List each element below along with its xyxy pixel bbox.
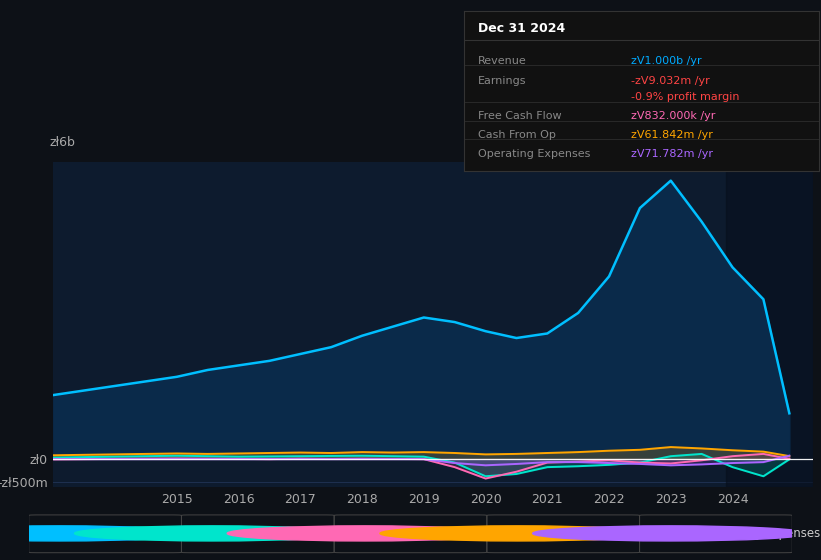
Text: zᐯ1.000b /yr: zᐯ1.000b /yr xyxy=(631,56,701,66)
Text: zᐯ832.000k /yr: zᐯ832.000k /yr xyxy=(631,111,715,121)
Circle shape xyxy=(75,526,350,541)
Text: zł6b: zł6b xyxy=(49,137,76,150)
Text: -0.9% profit margin: -0.9% profit margin xyxy=(631,92,739,102)
Text: zᐯ71.782m /yr: zᐯ71.782m /yr xyxy=(631,150,713,159)
Circle shape xyxy=(380,526,655,541)
Text: Operating Expenses: Operating Expenses xyxy=(700,527,820,540)
Bar xyxy=(727,162,813,487)
Text: Dec 31 2024: Dec 31 2024 xyxy=(478,22,566,35)
Text: Free Cash Flow: Free Cash Flow xyxy=(478,111,562,121)
Circle shape xyxy=(533,526,808,541)
Text: Operating Expenses: Operating Expenses xyxy=(478,150,590,159)
Text: Revenue: Revenue xyxy=(478,56,527,66)
Text: Cash From Op: Cash From Op xyxy=(548,527,631,540)
Text: Earnings: Earnings xyxy=(242,527,294,540)
Text: zᐯ61.842m /yr: zᐯ61.842m /yr xyxy=(631,130,713,140)
Circle shape xyxy=(0,526,197,541)
Text: Free Cash Flow: Free Cash Flow xyxy=(395,527,484,540)
Circle shape xyxy=(227,526,502,541)
Text: Revenue: Revenue xyxy=(89,527,141,540)
Text: Earnings: Earnings xyxy=(478,76,526,86)
Text: -zᐯ9.032m /yr: -zᐯ9.032m /yr xyxy=(631,76,709,86)
Text: Cash From Op: Cash From Op xyxy=(478,130,556,140)
